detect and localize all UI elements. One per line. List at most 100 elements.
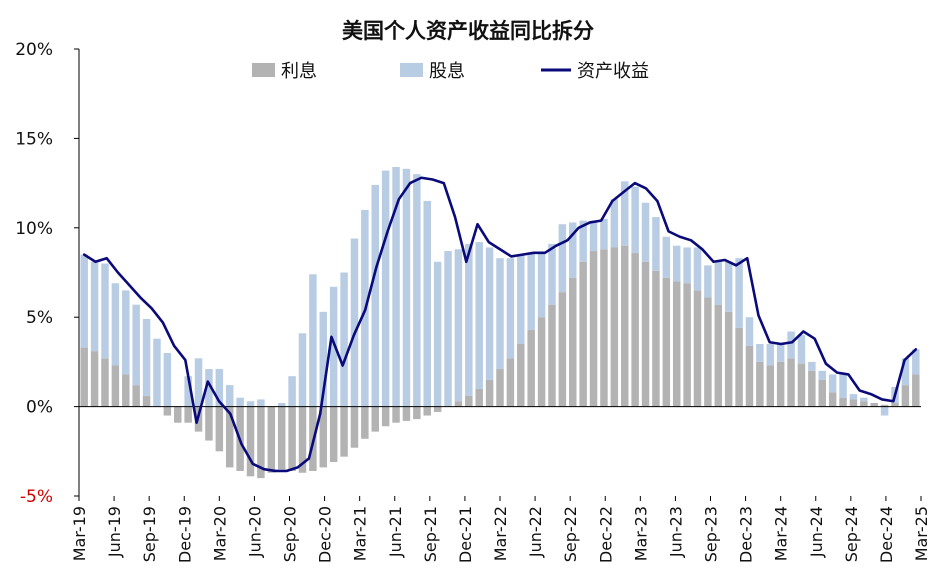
dividend-bar (496, 258, 504, 370)
dividend-bar (402, 168, 411, 407)
interest-bar (766, 365, 775, 407)
dividend-bar (319, 311, 328, 407)
dividend-bar (132, 304, 140, 386)
x-tick-label: Jun-20 (245, 506, 264, 558)
interest-bar (891, 403, 899, 407)
x-tick-label: Jun-23 (666, 506, 685, 558)
dividend-bar (672, 245, 681, 282)
dividend-bar (600, 218, 608, 250)
x-tick-label: Mar-21 (351, 506, 370, 561)
x-tick-label: Mar-20 (210, 506, 229, 561)
y-tick-label: 10% (15, 219, 53, 239)
dividend-bar (558, 224, 567, 293)
dividend-bar (205, 369, 213, 407)
dividend-bar (621, 181, 629, 246)
interest-bar (558, 292, 567, 407)
x-tick-label: Mar-19 (70, 506, 89, 561)
axes (78, 49, 921, 496)
interest-bar (277, 406, 286, 470)
dividend-bar (776, 344, 785, 362)
x-tick-label: Dec-23 (737, 506, 756, 563)
dividend-bar (277, 403, 286, 407)
x-tick-label: Jun-24 (807, 506, 826, 558)
y-tick-label: 5% (26, 308, 53, 328)
x-tick-label: Jun-22 (526, 506, 545, 558)
interest-bar (101, 358, 109, 407)
dividend-bar (589, 222, 598, 252)
dividend-bar (381, 170, 390, 407)
interest-bar (579, 261, 587, 407)
chart-title: 美国个人资产收益同比拆分 (342, 19, 594, 43)
x-tick-label: Mar-25 (912, 506, 931, 561)
y-axis-ticks: -5% 0% 5% 10% 15% 20% (15, 40, 79, 507)
interest-bar (787, 358, 795, 407)
interest-bar (776, 361, 785, 407)
interest-bar (90, 351, 99, 407)
interest-bar (174, 406, 182, 423)
dividend-bar (548, 243, 556, 305)
dividend-bar (153, 338, 161, 407)
dividend-bar (309, 274, 317, 407)
interest-bar (548, 304, 556, 407)
interest-bar (381, 406, 390, 427)
interest-bar (215, 406, 224, 452)
interest-bar (361, 406, 369, 439)
dividend-bar (797, 335, 806, 364)
dividend-bar (465, 243, 473, 396)
interest-bar (225, 406, 234, 468)
x-axis-ticks: Mar-19 Jun-19 Sep-19 Dec-19 Mar-20 Jun-20 Sep-… (70, 496, 931, 563)
interest-bar (288, 406, 296, 471)
interest-bar (714, 304, 723, 407)
interest-bar (704, 297, 712, 407)
interest-bar (340, 406, 348, 457)
x-tick-label: Jun-21 (386, 506, 405, 558)
x-tick-label: Sep-20 (281, 506, 300, 562)
dividend-bar (329, 286, 338, 407)
interest-bar (506, 358, 515, 407)
interest-bar (205, 406, 213, 441)
dividend-bar (662, 236, 671, 278)
interest-bar (808, 370, 816, 407)
dividend-bar (236, 397, 244, 407)
interest-bar (132, 385, 140, 407)
dividend-bar (506, 258, 515, 359)
dividend-bar (693, 247, 702, 291)
x-tick-label: Dec-21 (456, 506, 475, 563)
interest-bar (122, 374, 130, 407)
x-tick-label: Sep-19 (140, 506, 159, 562)
interest-bar (569, 277, 577, 407)
interest-bar (298, 406, 307, 473)
interest-bar (683, 283, 691, 407)
interest-bar (641, 261, 650, 407)
interest-bar (880, 404, 889, 407)
dividend-bar (527, 252, 535, 330)
dividend-bar (122, 290, 130, 375)
interest-bar (828, 392, 837, 407)
asset-income-line-layer (82, 176, 918, 473)
legend-label: 利息 (281, 61, 317, 82)
interest-bar (839, 397, 847, 407)
x-tick-label: Jun-19 (105, 506, 124, 558)
dividend-bar (735, 258, 743, 328)
dividend-bar (288, 376, 296, 407)
legend: 利息 股息 资产收益 (252, 61, 649, 82)
dividend-bar (475, 242, 483, 389)
dividend-bars (80, 167, 920, 416)
interest-bar (319, 406, 328, 468)
x-tick-label: Sep-24 (842, 506, 861, 562)
dividend-bar (724, 261, 733, 312)
interest-bar (756, 361, 764, 407)
interest-bar (797, 363, 806, 407)
dividend-bar (569, 222, 577, 278)
dividend-bar (454, 249, 463, 402)
legend-label: 股息 (429, 61, 465, 82)
dividend-bar (714, 261, 723, 305)
interest-bar (818, 379, 826, 407)
interest-bar (423, 406, 431, 416)
dividend-bar (433, 261, 442, 407)
y-tick-label: 15% (15, 129, 53, 149)
interest-bar (329, 406, 338, 463)
interest-bar (735, 327, 743, 407)
interest-bar (392, 406, 400, 423)
dividend-bar (423, 200, 431, 407)
